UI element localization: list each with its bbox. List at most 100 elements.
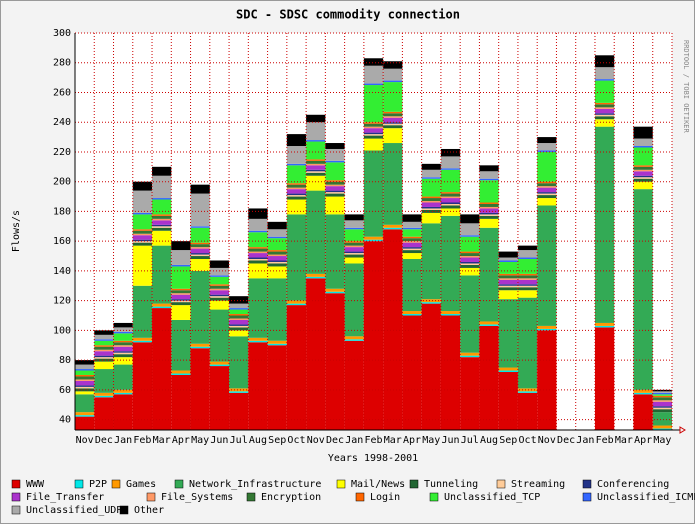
bar-segment	[363, 138, 384, 151]
bar-segment	[594, 325, 615, 328]
bar-segment	[248, 218, 268, 231]
bar-segment	[113, 354, 133, 358]
bar-segment	[479, 215, 499, 219]
bar-segment	[652, 400, 672, 402]
bar-segment	[517, 285, 538, 288]
bar-segment	[537, 187, 557, 193]
bar-segment	[132, 245, 153, 286]
bar-segment	[132, 235, 153, 240]
bar-segment	[325, 190, 345, 193]
bar-segment	[402, 250, 422, 254]
bar-segment	[363, 126, 384, 129]
bar-segment	[344, 263, 364, 337]
bar-segment	[325, 196, 345, 215]
legend-label: Encryption	[261, 492, 321, 503]
bar-segment	[171, 294, 191, 300]
x-tick-label: Oct	[287, 435, 305, 446]
bar-segment	[248, 208, 268, 219]
bar-segment	[652, 394, 672, 396]
bar-segment	[267, 250, 287, 252]
y-tick-label: 160	[53, 236, 71, 247]
bar-segment	[306, 159, 326, 161]
bar-segment	[171, 370, 191, 374]
bar-segment	[498, 285, 518, 288]
bar-segment	[421, 223, 441, 300]
bar-segment	[383, 116, 403, 118]
legend-swatch	[11, 505, 21, 515]
bar-segment	[248, 342, 268, 430]
bar-segment	[652, 412, 672, 426]
bar-segment	[363, 122, 384, 124]
legend-label: P2P	[89, 479, 107, 490]
bar-segment	[479, 212, 499, 215]
bar-segment	[229, 336, 249, 389]
bar-segment	[325, 148, 345, 161]
bar-segment	[286, 187, 307, 190]
bar-segment	[286, 183, 307, 185]
bar-segment	[152, 166, 172, 176]
bar-segment	[190, 348, 210, 430]
bar-segment	[537, 186, 557, 188]
y-tick-label: 140	[53, 266, 71, 277]
bar-segment	[171, 374, 191, 430]
x-tick-label: Mar	[384, 435, 402, 446]
bar-segment	[363, 128, 384, 133]
bar-segment	[383, 224, 403, 228]
bar-segment	[286, 214, 307, 301]
legend-swatch	[74, 479, 84, 489]
bar-segment	[594, 119, 615, 127]
bar-segment	[652, 401, 672, 407]
bar-segment	[209, 267, 230, 276]
legend-label: Conferencing	[597, 479, 669, 490]
bar-segment	[517, 297, 538, 389]
y-tick-label: 280	[53, 58, 71, 69]
bar-segment	[267, 343, 287, 346]
bar-segment	[517, 259, 538, 274]
bar-segment	[421, 198, 441, 202]
bar-segment	[440, 168, 461, 170]
bar-segment	[460, 275, 480, 353]
bar-segment	[383, 123, 403, 126]
bar-segment	[286, 305, 307, 430]
bar-segment	[286, 193, 307, 196]
bar-segment	[498, 370, 518, 373]
bar-segment	[594, 107, 615, 109]
bar-segment	[325, 291, 345, 294]
bar-segment	[152, 306, 172, 309]
bar-segment	[440, 196, 461, 199]
bar-segment	[594, 126, 615, 323]
bar-segment	[344, 220, 364, 228]
bar-segment	[633, 138, 653, 147]
x-tick-label: May	[191, 435, 209, 446]
bar-segment	[517, 287, 538, 291]
bar-segment	[190, 256, 210, 260]
y-tick-label: 260	[53, 87, 71, 98]
bar-segment	[113, 345, 133, 347]
bar-segment	[344, 340, 364, 430]
bar-segment	[537, 198, 557, 206]
x-tick-label: Sep	[268, 435, 286, 446]
legend-label: Other	[134, 505, 164, 516]
bar-segment	[209, 296, 230, 298]
bar-segment	[460, 352, 480, 356]
x-tick-label: Feb	[364, 435, 382, 446]
bar-segment	[267, 263, 287, 267]
bar-segment	[229, 315, 249, 319]
bar-segment	[171, 250, 191, 265]
bar-segment	[652, 425, 672, 429]
bar-segment	[190, 253, 210, 255]
bar-segment	[132, 342, 153, 430]
legend-label: Unclassified_TCP	[444, 492, 540, 503]
bar-segment	[267, 236, 287, 239]
bar-segment	[594, 116, 615, 120]
bar-segment	[94, 330, 114, 335]
bar-segment	[75, 374, 95, 377]
bar-segment	[229, 308, 249, 310]
bar-segment	[479, 321, 499, 325]
bar-segment	[152, 303, 172, 307]
bar-segment	[306, 190, 326, 274]
bar-segment	[171, 290, 191, 294]
bar-segment	[363, 134, 384, 136]
legend-swatch	[429, 492, 439, 502]
bar-segment	[479, 180, 499, 203]
